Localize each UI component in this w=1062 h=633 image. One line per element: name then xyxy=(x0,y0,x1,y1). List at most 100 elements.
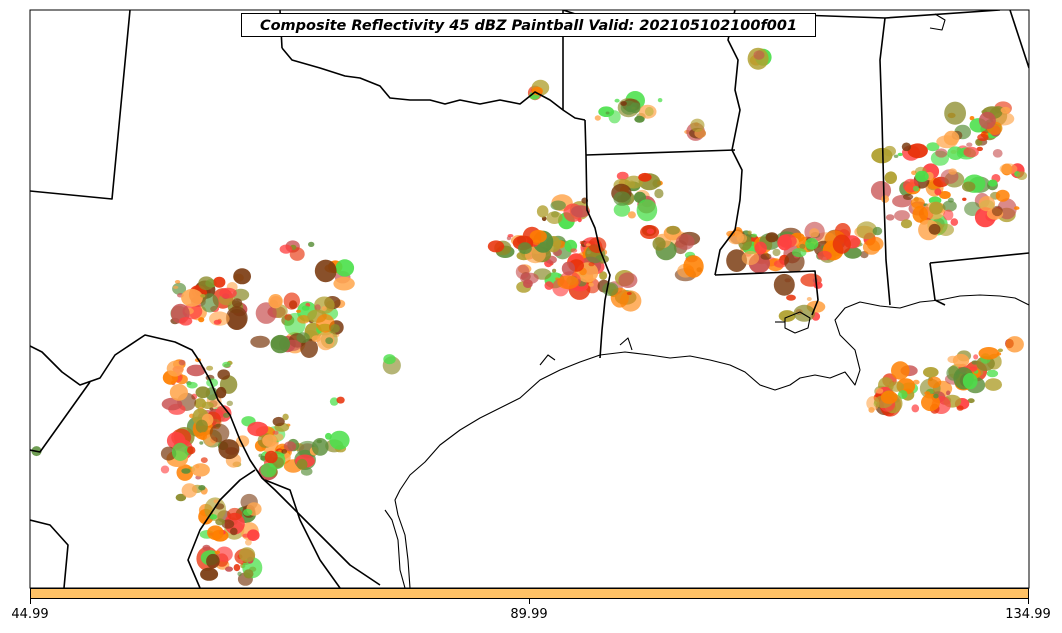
reflectivity-blob xyxy=(944,101,966,125)
reflectivity-blob xyxy=(999,163,1018,175)
reflectivity-blob xyxy=(243,508,253,516)
reflectivity-blob xyxy=(736,233,748,243)
reflectivity-blob xyxy=(242,533,250,538)
reflectivity-blob xyxy=(223,412,230,418)
reflectivity-blob xyxy=(947,146,964,160)
reflectivity-blob xyxy=(799,243,806,249)
reflectivity-blob xyxy=(613,191,631,206)
reflectivity-blob xyxy=(599,271,608,280)
reflectivity-blob xyxy=(316,314,335,333)
reflectivity-blob xyxy=(198,485,206,491)
reflectivity-blob xyxy=(968,366,978,372)
reflectivity-blob xyxy=(222,361,231,368)
reflectivity-blob xyxy=(215,518,226,526)
reflectivity-blob xyxy=(636,199,658,222)
reflectivity-blob xyxy=(934,188,942,196)
reflectivity-blob xyxy=(199,431,208,441)
reflectivity-blob xyxy=(523,279,533,289)
reflectivity-blob xyxy=(333,276,355,291)
reflectivity-blob xyxy=(969,116,975,121)
reflectivity-blob xyxy=(225,566,233,572)
reflectivity-blob xyxy=(262,434,277,447)
reflectivity-blob xyxy=(515,264,530,280)
reflectivity-blob xyxy=(652,237,666,251)
reflectivity-blob xyxy=(207,525,224,540)
reflectivity-blob xyxy=(268,294,283,309)
reflectivity-blob xyxy=(946,390,951,396)
reflectivity-blob xyxy=(996,352,1002,356)
reflectivity-blob xyxy=(805,238,819,250)
reflectivity-blob xyxy=(230,527,238,536)
reflectivity-blob xyxy=(646,228,655,235)
reflectivity-blob xyxy=(194,398,207,409)
reflectivity-blob xyxy=(161,397,183,411)
reflectivity-blob xyxy=(536,205,549,218)
reflectivity-blob xyxy=(282,413,289,421)
reflectivity-blob xyxy=(751,233,758,238)
reflectivity-blob xyxy=(891,361,910,380)
reflectivity-blob xyxy=(233,268,252,285)
reflectivity-blob xyxy=(832,234,851,254)
reflectivity-blob xyxy=(809,228,820,238)
reflectivity-blob xyxy=(247,529,260,541)
reflectivity-blob xyxy=(283,292,300,310)
reflectivity-blob xyxy=(986,369,999,378)
reflectivity-blob xyxy=(792,248,807,258)
reflectivity-blob xyxy=(160,465,170,474)
reflectivity-blob xyxy=(997,348,1004,353)
reflectivity-blob xyxy=(910,197,925,209)
colorbar-label-min: 44.99 xyxy=(11,607,49,622)
reflectivity-blob xyxy=(518,242,532,255)
reflectivity-blob xyxy=(881,195,890,203)
reflectivity-blob xyxy=(571,205,590,218)
reflectivity-blob xyxy=(638,104,657,119)
reflectivity-blob xyxy=(209,514,218,520)
reflectivity-blob xyxy=(1000,106,1011,114)
reflectivity-blob xyxy=(884,171,897,184)
reflectivity-blob xyxy=(690,118,705,132)
reflectivity-blob xyxy=(311,335,321,342)
reflectivity-blob xyxy=(214,550,221,555)
reflectivity-blob xyxy=(588,262,595,267)
reflectivity-blob xyxy=(179,317,193,326)
reflectivity-blob xyxy=(1013,206,1020,210)
reflectivity-blob xyxy=(613,202,631,217)
reflectivity-blob xyxy=(260,455,266,461)
reflectivity-blob xyxy=(200,294,206,298)
reflectivity-blob xyxy=(570,248,578,253)
reflectivity-blob xyxy=(588,282,594,287)
reflectivity-blob xyxy=(978,111,996,130)
reflectivity-blob xyxy=(947,197,954,203)
reflectivity-blob xyxy=(956,405,964,411)
reflectivity-blob xyxy=(871,147,893,164)
reflectivity-blob xyxy=(605,111,610,115)
reflectivity-blob xyxy=(1005,336,1024,353)
reflectivity-blob xyxy=(765,232,779,243)
reflectivity-blob xyxy=(948,168,957,175)
reflectivity-blob xyxy=(329,397,339,406)
reflectivity-blob xyxy=(579,240,585,245)
reflectivity-blob xyxy=(991,205,1003,217)
state-boundaries xyxy=(30,10,1029,588)
reflectivity-blob xyxy=(296,332,310,343)
reflectivity-blob xyxy=(321,306,327,312)
colorbar xyxy=(30,588,1029,599)
reflectivity-blob xyxy=(933,393,939,399)
reflectivity-blob xyxy=(260,463,277,478)
map-title: Composite Reflectivity 45 dBZ Paintball … xyxy=(241,13,816,37)
reflectivity-blob xyxy=(233,564,241,572)
colorbar-label-mid: 89.99 xyxy=(510,607,548,622)
reflectivity-blob xyxy=(726,249,747,272)
reflectivity-blob xyxy=(907,143,928,159)
reflectivity-blob xyxy=(950,218,959,226)
reflectivity-blob xyxy=(200,567,219,581)
reflectivity-blob xyxy=(314,259,337,283)
reflectivity-blob xyxy=(174,280,181,284)
reflectivity-blob xyxy=(330,324,340,333)
reflectivity-blob xyxy=(773,260,787,268)
reflectivity-blob xyxy=(888,381,904,392)
reflectivity-blob xyxy=(901,142,912,152)
reflectivity-blob xyxy=(300,338,318,358)
reflectivity-blob xyxy=(616,171,629,181)
reflectivity-blob xyxy=(272,430,279,435)
